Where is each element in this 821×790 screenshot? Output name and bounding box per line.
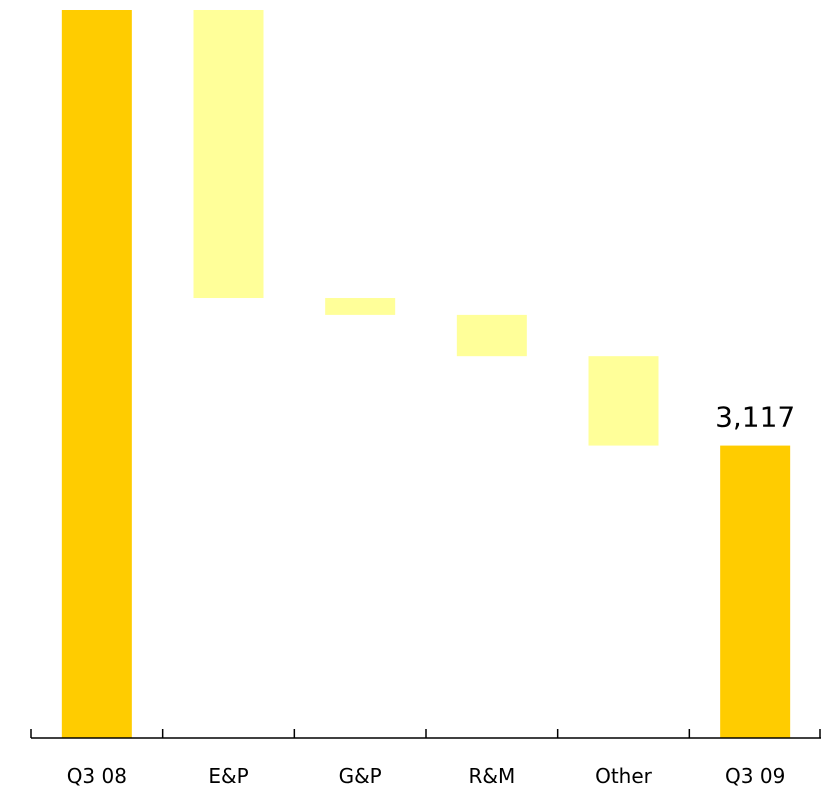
bars-group (61, 10, 791, 738)
x-tick-labels: Q3 08 E&P G&P R&M Other Q3 09 (67, 764, 786, 788)
x-axis-ticks (30, 729, 821, 738)
bar-r-and-m (456, 314, 527, 357)
bar-e-and-p (193, 10, 264, 299)
bar-other (588, 356, 659, 446)
x-tick-label-q3-09: Q3 09 (725, 764, 785, 788)
x-tick-label-q3-08: Q3 08 (67, 764, 127, 788)
x-tick-label-other: Other (595, 764, 653, 788)
x-tick-label-e-and-p: E&P (208, 764, 248, 788)
data-labels: 3,117 (715, 401, 795, 434)
bar-g-and-p (325, 298, 396, 315)
data-label-q3-09: 3,117 (715, 401, 795, 434)
bar-q3-08 (61, 10, 132, 738)
bar-q3-09 (720, 445, 791, 738)
x-tick-label-g-and-p: G&P (339, 764, 382, 788)
x-axis (30, 729, 821, 739)
x-tick-label-r-and-m: R&M (468, 764, 515, 788)
